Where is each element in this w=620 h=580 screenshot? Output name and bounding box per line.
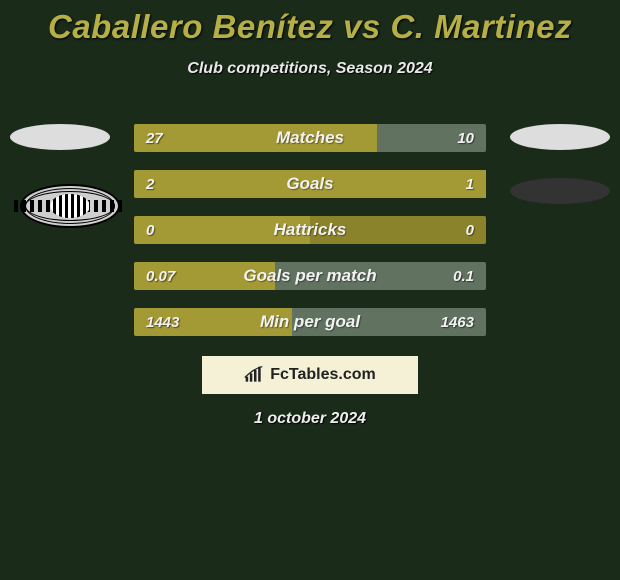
date-label: 1 october 2024 <box>0 410 620 428</box>
bar-chart-icon <box>244 366 264 384</box>
source-logo-text: FcTables.com <box>270 366 376 384</box>
stat-row-min-per-goal: 1443 Min per goal 1463 <box>134 308 486 336</box>
stat-row-goals: 2 Goals 1 <box>134 170 486 198</box>
comparison-infographic: Caballero Benítez vs C. Martinez Club co… <box>0 0 620 580</box>
player2-club-badge-1 <box>510 124 610 150</box>
player1-club-badge-2 <box>20 176 120 236</box>
stats-rows: 27 Matches 10 2 Goals 1 0 Hattricks 0 0.… <box>134 124 486 354</box>
page-title: Caballero Benítez vs C. Martinez <box>0 0 620 46</box>
page-subtitle: Club competitions, Season 2024 <box>0 60 620 78</box>
stat-right-value: 10 <box>457 124 474 152</box>
stat-row-goals-per-match: 0.07 Goals per match 0.1 <box>134 262 486 290</box>
stat-right-value: 1463 <box>441 308 474 336</box>
source-logo: FcTables.com <box>202 356 418 394</box>
stat-label: Goals <box>134 170 486 198</box>
stat-right-value: 0.1 <box>453 262 474 290</box>
player2-club-badge-2 <box>510 178 610 204</box>
stat-right-value: 1 <box>466 170 474 198</box>
stat-label: Matches <box>134 124 486 152</box>
stat-row-matches: 27 Matches 10 <box>134 124 486 152</box>
stat-label: Hattricks <box>134 216 486 244</box>
stat-label: Min per goal <box>134 308 486 336</box>
stat-right-value: 0 <box>466 216 474 244</box>
stat-label: Goals per match <box>134 262 486 290</box>
stat-row-hattricks: 0 Hattricks 0 <box>134 216 486 244</box>
player1-club-badge-1 <box>10 124 110 150</box>
